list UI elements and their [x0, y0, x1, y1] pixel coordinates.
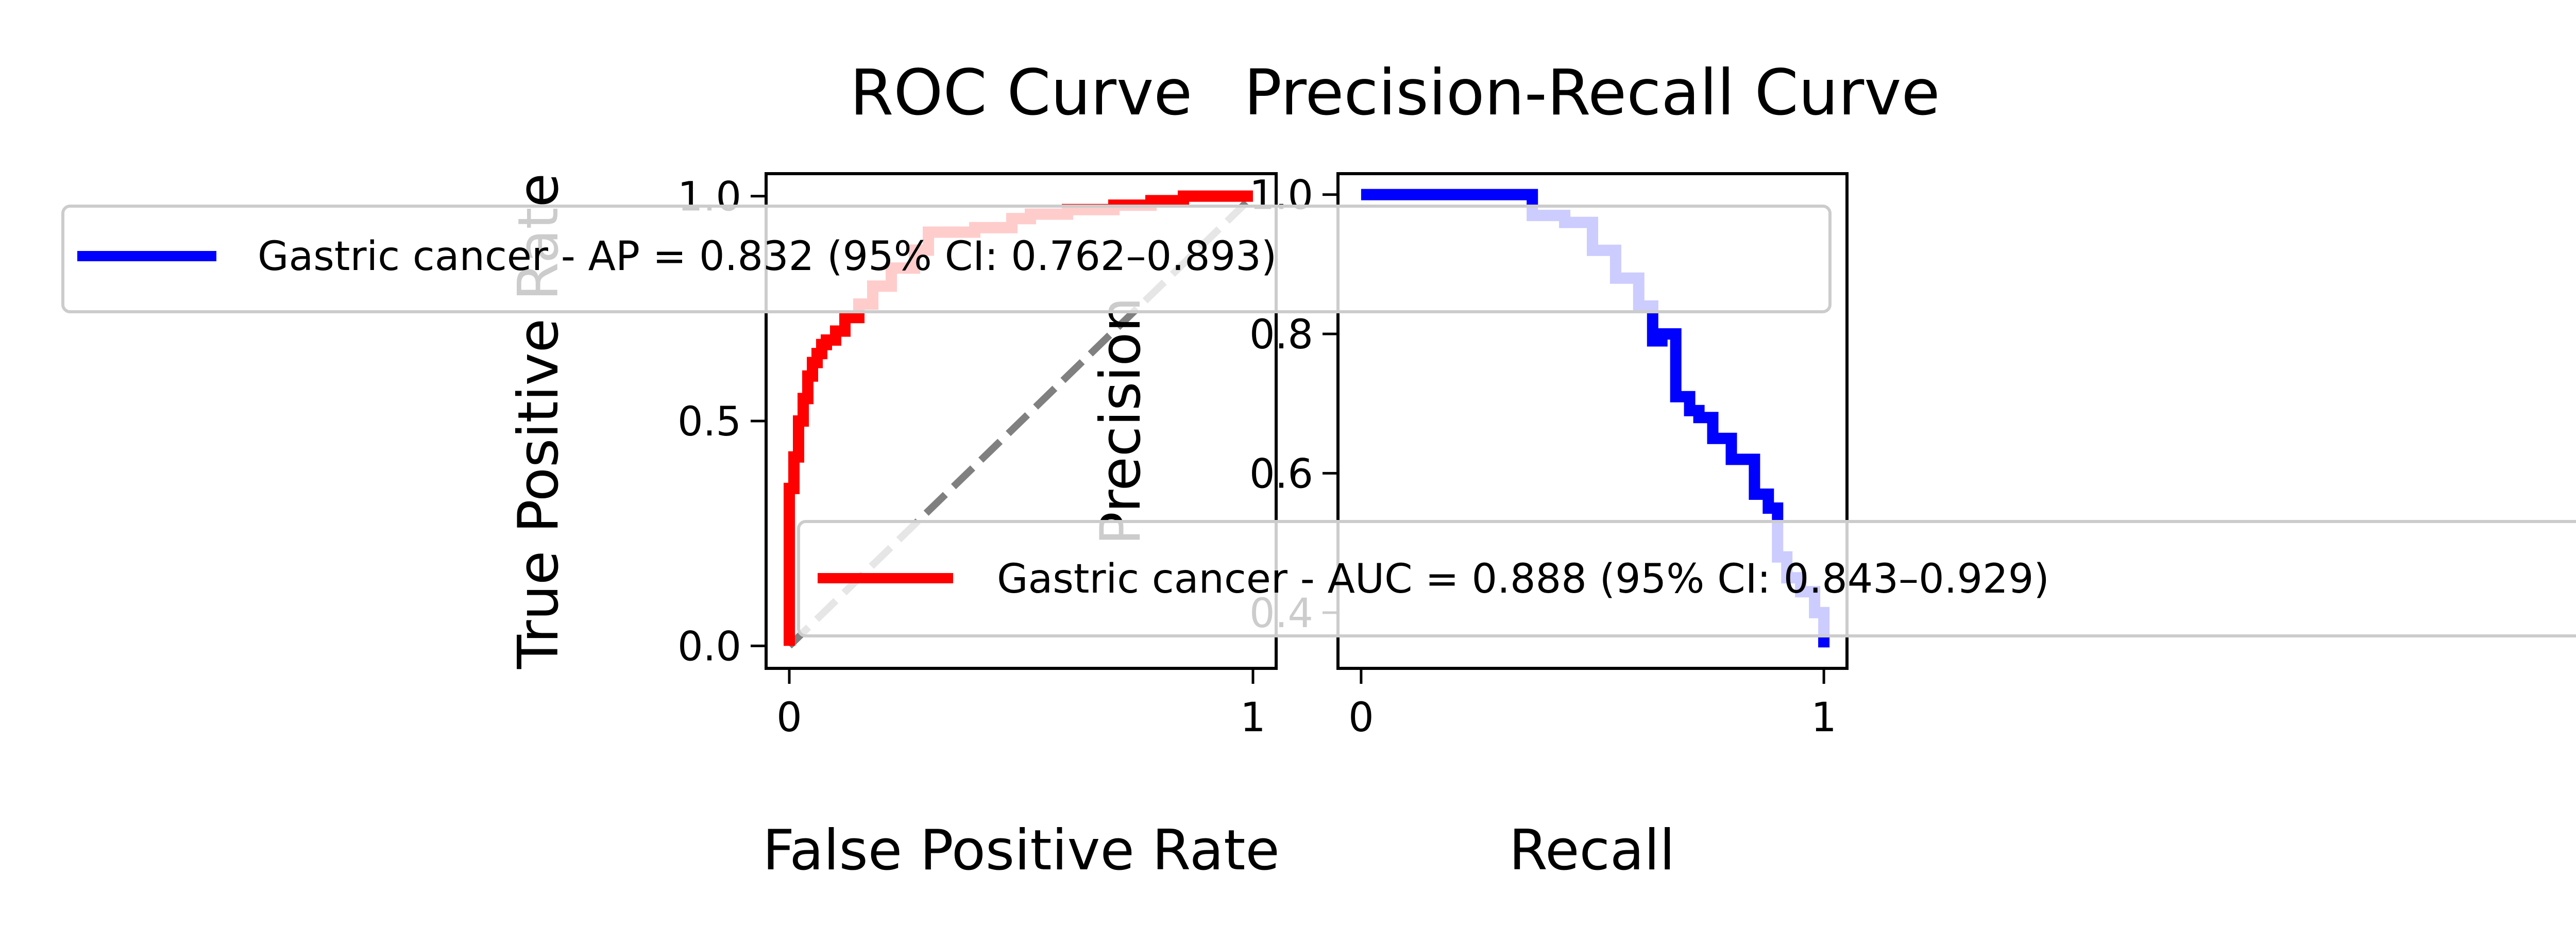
roc-ticks: 0 10.00.51.0 [677, 174, 1266, 741]
pr-ytick-label: 0.8 [1249, 312, 1313, 358]
pr-legend-label: Gastric cancer - AP = 0.832 (95% CI: 0.7… [258, 233, 1277, 280]
pr-xtick-label: 0 [1348, 695, 1374, 741]
roc-xlabel: False Positive Rate [762, 818, 1280, 883]
roc-ytick-label: 0.5 [677, 399, 741, 445]
roc-legend: Gastric cancer - AUC = 0.888 (95% CI: 0.… [797, 520, 2576, 637]
pr-ylabel: Precision [1089, 297, 1153, 545]
roc-title: ROC Curve [850, 56, 1193, 129]
roc-legend-box [797, 520, 2576, 637]
roc-ytick-label: 0.0 [677, 624, 741, 670]
roc-legend-label: Gastric cancer - AUC = 0.888 (95% CI: 0.… [997, 556, 2049, 602]
roc-panel: 0 10.00.51.0 ROC Curve False Positive Rat… [506, 56, 1280, 883]
roc-xtick-label: 0 [776, 695, 802, 741]
pr-axes-frame [1336, 172, 1849, 670]
pr-legend: Gastric cancer - AP = 0.832 (95% CI: 0.7… [61, 205, 1832, 313]
pr-xlabel: Recall [1509, 818, 1675, 883]
pr-xtick-label: 1 [1811, 695, 1837, 741]
pr-ytick-label: 0.6 [1249, 451, 1313, 497]
pr-legend-box [61, 205, 1832, 313]
pr-title: Precision-Recall Curve [1244, 56, 1940, 129]
roc-xtick-label: 1 [1240, 695, 1266, 741]
